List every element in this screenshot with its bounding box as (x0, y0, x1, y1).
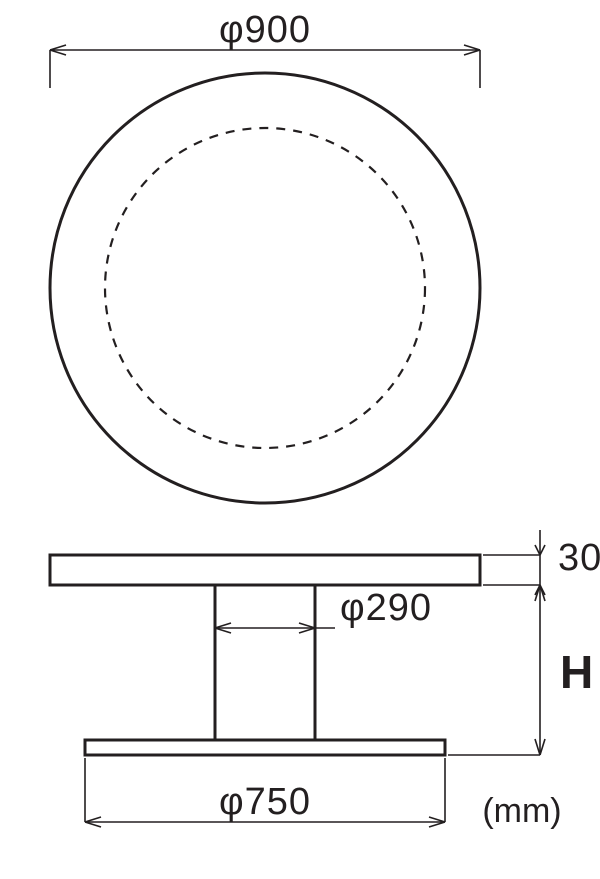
unit-label: (mm) (482, 792, 561, 830)
side-base (85, 740, 445, 755)
top-view-inner-circle (105, 128, 425, 448)
dim-total-height (535, 585, 545, 755)
top-view-outer-circle (50, 73, 480, 503)
dim-label-top: φ900 (219, 9, 311, 51)
dim-label-base: φ750 (219, 781, 311, 823)
dim-label-column: φ290 (340, 587, 432, 629)
dim-column-diameter (215, 623, 335, 633)
side-column (215, 585, 315, 740)
dimension-drawing: φ900 φ290 φ750 (0, 0, 600, 879)
dim-label-slab: 30 (558, 537, 600, 579)
side-top-slab (50, 555, 480, 585)
dim-label-height: H (560, 646, 593, 698)
